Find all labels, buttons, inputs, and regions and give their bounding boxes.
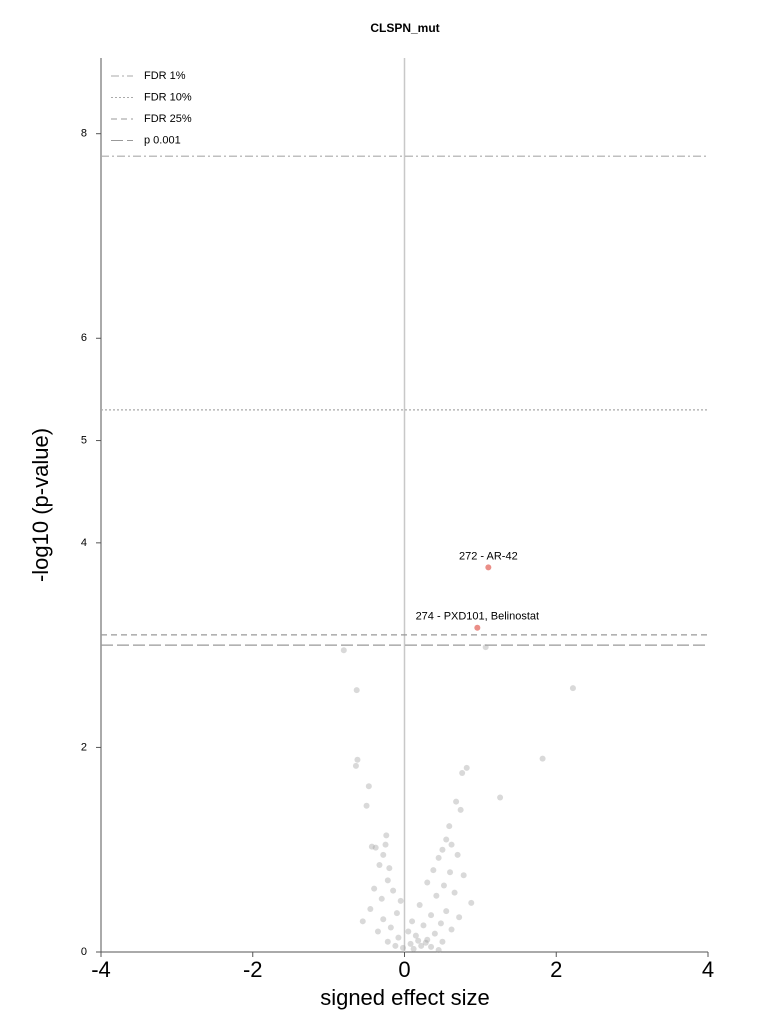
point (424, 936, 431, 943)
point (474, 624, 481, 631)
point (415, 937, 422, 944)
x-tick-label: 4 (702, 957, 714, 982)
point (410, 945, 417, 952)
y-axis-label: -log10 (p-value) (28, 428, 53, 582)
legend-label: p 0.001 (144, 134, 181, 146)
point (448, 926, 455, 933)
legend-label: FDR 25% (144, 113, 192, 125)
point (399, 944, 406, 951)
point (367, 906, 374, 913)
y-tick-label: 8 (81, 128, 87, 140)
point (384, 877, 391, 884)
point (459, 769, 466, 776)
point (422, 939, 429, 946)
point (468, 899, 475, 906)
point (446, 823, 453, 830)
y-tick-label: 4 (81, 537, 87, 549)
point-label: 272 - AR-42 (459, 550, 518, 562)
y-tick-label: 5 (81, 434, 87, 446)
point (384, 938, 391, 945)
point (439, 846, 446, 853)
point (447, 869, 454, 876)
point (376, 862, 383, 869)
point-label: 274 - PXD101, Belinostat (416, 611, 540, 623)
point (397, 897, 404, 904)
y-tick-label: 6 (81, 332, 87, 344)
chart-title: CLSPN_mut (370, 21, 439, 35)
point (393, 910, 400, 917)
point (428, 912, 435, 919)
point (433, 892, 440, 899)
legend-label: FDR 1% (144, 70, 186, 82)
point (569, 685, 576, 692)
point (418, 942, 425, 949)
point (443, 908, 450, 915)
point (372, 844, 379, 851)
x-axis-label: signed effect size (320, 985, 490, 1010)
point (380, 851, 387, 858)
legend-label: FDR 10% (144, 91, 192, 103)
point (380, 916, 387, 923)
point (430, 867, 437, 874)
point (359, 918, 366, 925)
point (365, 783, 372, 790)
point (409, 918, 416, 925)
point (435, 946, 442, 953)
point (395, 934, 402, 941)
point (482, 644, 489, 651)
point (485, 564, 492, 571)
x-tick-label: -2 (243, 957, 263, 982)
point (383, 832, 390, 839)
point (407, 940, 414, 947)
point (420, 922, 427, 929)
point (405, 928, 412, 935)
point (440, 882, 447, 889)
point (353, 687, 360, 694)
point (378, 895, 385, 902)
point (424, 879, 431, 886)
point (443, 836, 450, 843)
point (416, 901, 423, 908)
point (386, 865, 393, 872)
point (431, 930, 438, 937)
point (539, 755, 546, 762)
point (435, 854, 442, 861)
point (340, 647, 347, 654)
x-tick-label: 2 (550, 957, 562, 982)
y-tick-label: 2 (81, 741, 87, 753)
point (451, 889, 458, 896)
point (392, 942, 399, 949)
point (352, 762, 359, 769)
point (497, 794, 504, 801)
point (374, 928, 381, 935)
point (371, 885, 378, 892)
point (437, 920, 444, 927)
point (439, 938, 446, 945)
point (354, 756, 361, 763)
x-tick-label: 0 (398, 957, 410, 982)
point (454, 851, 461, 858)
point (457, 806, 464, 813)
point (368, 843, 375, 850)
point (390, 887, 397, 894)
point (382, 841, 389, 848)
point (463, 764, 470, 771)
point (363, 802, 370, 809)
y-tick-label: 0 (81, 946, 87, 958)
point (460, 872, 467, 879)
point (412, 932, 419, 939)
point (456, 914, 463, 921)
x-tick-label: -4 (91, 957, 111, 982)
point (387, 924, 394, 931)
point (453, 798, 460, 805)
point (448, 841, 455, 848)
point (428, 943, 435, 950)
